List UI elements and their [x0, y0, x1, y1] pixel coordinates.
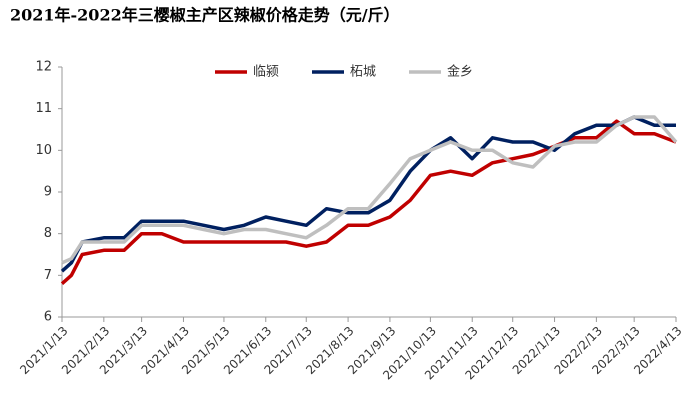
- y-tick-label: 8: [44, 226, 52, 241]
- chart-title: 2021年-2022年三樱椒主产区辣椒价格走势（元/斤）: [10, 6, 400, 25]
- y-tick-label: 7: [44, 268, 52, 283]
- y-tick-label: 11: [35, 101, 52, 116]
- series-line: [60, 119, 677, 286]
- legend-label: 柘城: [350, 65, 376, 80]
- y-tick-label: 9: [44, 185, 52, 200]
- series-line: [61, 115, 678, 265]
- legend-label: 金乡: [447, 64, 473, 80]
- y-tick-label: 10: [35, 143, 52, 158]
- y-tick-label: 12: [35, 60, 52, 75]
- series-line: [60, 115, 676, 273]
- y-tick-label: 6: [44, 310, 52, 325]
- legend-label: 临颍: [253, 65, 279, 80]
